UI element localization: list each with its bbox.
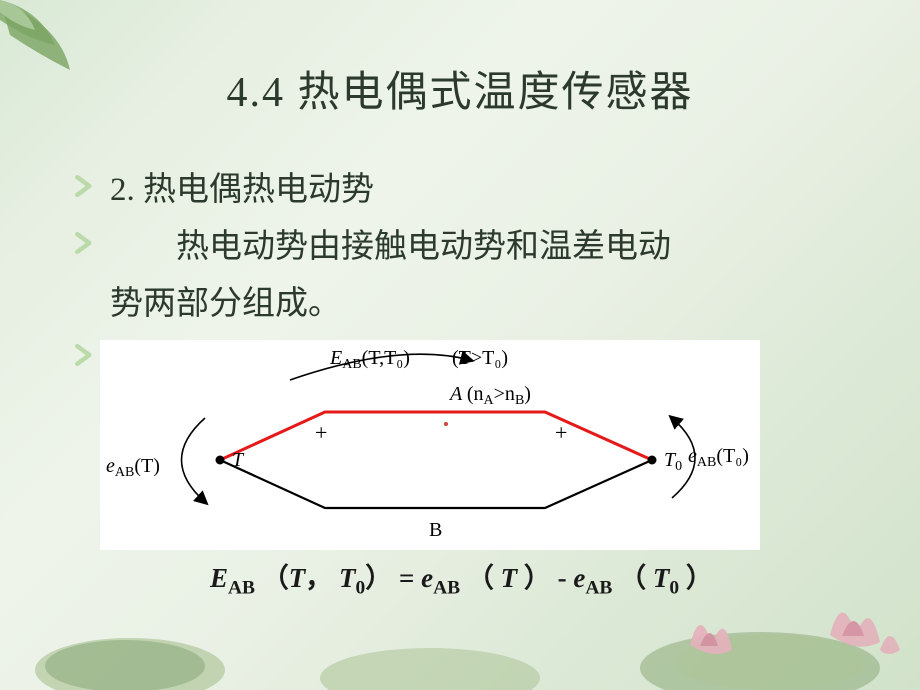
svg-text:T: T [232, 449, 245, 471]
thermocouple-diagram: EAB(T,T₀) (T>T₀) A (nA>nB) + + T T0 eAB(T) eAB(T… [100, 340, 760, 550]
eq-e1lp: （ [467, 563, 501, 593]
svg-text:+: + [315, 420, 327, 445]
paragraph-line-2: 势两部分组成。 [60, 279, 860, 330]
bullet-2: 热电动势由接触电动势和温差电动 [110, 222, 860, 273]
eq-rp: ） [365, 563, 392, 593]
bullet-1: 2. 热电偶热电动势 [110, 165, 860, 216]
section-heading: 2. 热电偶热电动势 [110, 165, 860, 216]
eq-lp: （ [262, 563, 289, 593]
svg-text:EAB(T,T₀): EAB(T,T₀) [329, 347, 410, 372]
svg-text:A (nA>nB): A (nA>nB) [448, 383, 531, 408]
equation: EAB （T， T0） = eAB （ T ） - eAB （ T0 ） [210, 556, 860, 599]
eq-E-sub: AB [228, 578, 255, 599]
eq-e1: e [421, 563, 433, 593]
eq-eq: = [399, 563, 414, 593]
svg-text:T0: T0 [664, 449, 682, 474]
eq-e1rp: ） [517, 563, 551, 593]
svg-text:eAB(T): eAB(T) [106, 455, 160, 480]
slide-container: 4.4 热电偶式温度传感器 2. 热电偶热电动势 热电动势由接触电动势和温差电动… [0, 0, 920, 690]
eq-e2: e [573, 563, 585, 593]
eq-e2lp: （ [619, 563, 653, 593]
slide-title: 4.4 热电偶式温度传感器 [60, 58, 860, 119]
eq-E: E [210, 563, 228, 593]
eq-e2s: AB [585, 578, 612, 599]
chevron-icon [74, 232, 96, 254]
chevron-icon [74, 175, 96, 197]
svg-text:(T>T₀): (T>T₀) [452, 347, 508, 369]
eq-a2s: 0 [356, 578, 366, 599]
eq-a1: T [289, 563, 306, 593]
eq-e2a: T [653, 563, 670, 593]
svg-text:B: B [429, 519, 442, 541]
eq-comma: ， [305, 563, 332, 593]
eq-minus: - [558, 563, 574, 593]
bullet-3: EAB(T,T₀)(T>T₀)A (nA>nB)++TT0eAB(T)eAB(T… [110, 340, 860, 550]
chevron-icon [74, 344, 96, 366]
eq-e2rp: ） [679, 563, 713, 593]
body-area: 2. 热电偶热电动势 热电动势由接触电动势和温差电动 势两部分组成。 EAB(T… [60, 165, 860, 600]
eq-e1s: AB [433, 578, 460, 599]
paragraph-line-1: 热电动势由接触电动势和温差电动 [110, 222, 860, 273]
eq-a2: T [339, 563, 356, 593]
svg-text:eAB(T₀): eAB(T₀) [688, 445, 749, 470]
eq-e2as: 0 [669, 578, 679, 599]
svg-text:+: + [555, 420, 567, 445]
eq-e1a: T [501, 563, 518, 593]
